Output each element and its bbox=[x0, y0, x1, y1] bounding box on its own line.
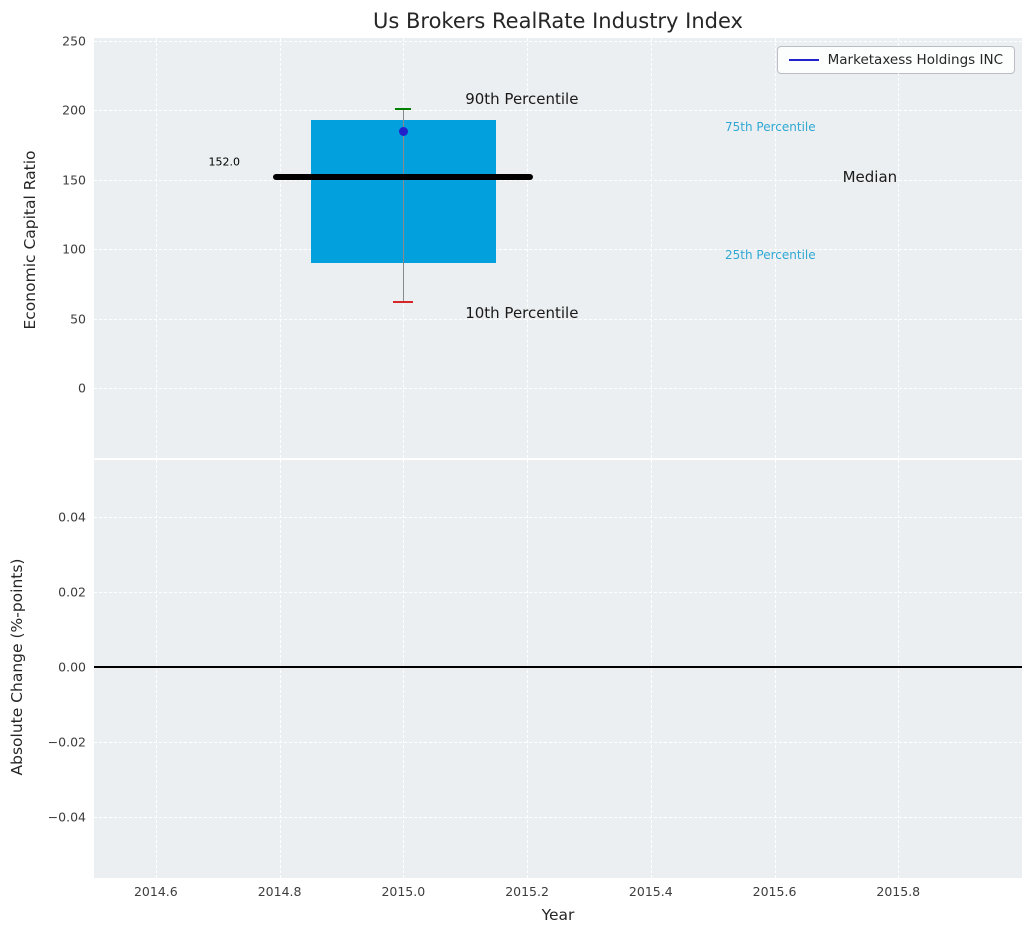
zero-reference-line bbox=[94, 666, 1022, 668]
gridline-x bbox=[898, 38, 900, 458]
gridline-y bbox=[94, 741, 1022, 743]
gridline-y bbox=[94, 388, 1022, 390]
x-tick-label: 2015.4 bbox=[628, 884, 673, 899]
y-tick-label: 0.04 bbox=[58, 509, 86, 525]
gridline-y bbox=[94, 40, 1022, 42]
gridline-x bbox=[650, 38, 652, 458]
median-line bbox=[273, 174, 534, 181]
x-tick-label: 2015.2 bbox=[505, 884, 549, 899]
company-value-dot bbox=[398, 126, 408, 136]
gridline-y bbox=[94, 591, 1022, 593]
gridline-x bbox=[279, 38, 281, 458]
annotation-90th-percentile: 90th Percentile bbox=[465, 90, 579, 109]
gridline-x bbox=[774, 460, 776, 878]
x-tick-label: 2015.6 bbox=[752, 884, 797, 899]
cap-90th-percentile bbox=[395, 107, 412, 111]
gridline-x bbox=[155, 38, 157, 458]
annotation-75th-percentile: 75th Percentile bbox=[725, 120, 816, 134]
y-tick-label: −0.04 bbox=[47, 809, 86, 825]
y-tick-label: 100 bbox=[62, 241, 86, 257]
gridline-y bbox=[94, 179, 1022, 181]
legend-label: Marketaxess Holdings INC bbox=[827, 52, 1003, 68]
annotation-152-0: 152.0 bbox=[208, 155, 240, 169]
y-tick-label: 0 bbox=[78, 380, 86, 396]
y-tick-label: 150 bbox=[62, 172, 86, 188]
x-tick-label: 2014.6 bbox=[133, 884, 178, 899]
y-tick-label: 0.00 bbox=[58, 659, 86, 675]
gridline-x bbox=[650, 460, 652, 878]
x-tick-label: 2015.8 bbox=[876, 884, 921, 899]
gridline-y bbox=[94, 816, 1022, 818]
top-y-axis-label: Economic Capital Ratio bbox=[21, 150, 39, 330]
gridline-y bbox=[94, 110, 1022, 112]
gridline-x bbox=[403, 460, 405, 878]
y-tick-label: 250 bbox=[62, 33, 86, 49]
legend-line-sample bbox=[788, 59, 819, 61]
x-tick-label: 2014.8 bbox=[257, 884, 302, 899]
chart-title: Us Brokers RealRate Industry Index bbox=[373, 9, 743, 33]
x-axis-label: Year bbox=[541, 906, 575, 924]
gridline-x bbox=[155, 460, 157, 878]
y-tick-label: 50 bbox=[70, 311, 86, 327]
annotation-25th-percentile: 25th Percentile bbox=[725, 247, 816, 262]
gridline-x bbox=[527, 460, 529, 878]
gridline-x bbox=[279, 460, 281, 878]
x-tick-label: 2015.0 bbox=[381, 884, 426, 899]
gridline-x bbox=[898, 460, 900, 878]
whisker-line bbox=[402, 108, 404, 303]
y-tick-label: −0.02 bbox=[47, 734, 86, 750]
y-tick-label: 0.02 bbox=[58, 584, 86, 600]
gridline-y bbox=[94, 516, 1022, 518]
annotation-median: Median bbox=[842, 168, 898, 187]
gridline-y bbox=[94, 318, 1022, 320]
legend: Marketaxess Holdings INC bbox=[776, 46, 1015, 74]
gridline-x bbox=[527, 38, 529, 458]
cap-10th-percentile bbox=[393, 300, 414, 304]
annotation-10th-percentile: 10th Percentile bbox=[465, 304, 579, 323]
gridline-y bbox=[94, 249, 1022, 251]
gridline-x bbox=[774, 38, 776, 458]
y-tick-label: 200 bbox=[62, 102, 86, 118]
bottom-y-axis-label: Absolute Change (%-points) bbox=[8, 558, 26, 776]
bottom-axes bbox=[94, 460, 1022, 878]
top-axes: Marketaxess Holdings INC 90th Percentile… bbox=[94, 38, 1022, 458]
